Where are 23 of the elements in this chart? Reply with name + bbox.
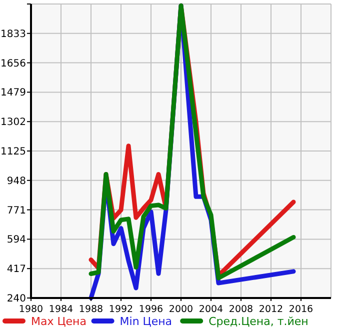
y-tick-label: 771 <box>6 205 26 216</box>
x-tick-label: 1980 <box>18 304 44 315</box>
x-tick-label: 1988 <box>78 304 104 315</box>
y-tick-label: 948 <box>6 176 26 187</box>
x-tick-label: 2004 <box>198 304 224 315</box>
x-tick-label: 2012 <box>258 304 284 315</box>
y-tick-label: 1479 <box>0 88 26 99</box>
legend-label: Min Цена <box>120 315 172 328</box>
x-tick-label: 2008 <box>228 304 254 315</box>
y-tick-label: 240 <box>6 294 26 304</box>
y-tick-label: 1833 <box>0 28 26 40</box>
x-tick-label: 1984 <box>48 304 74 315</box>
y-tick-label: 1125 <box>0 146 26 158</box>
y-tick-label: 594 <box>6 234 26 246</box>
x-tick-label: 2016 <box>288 304 314 315</box>
y-tick-label: 1302 <box>0 117 26 128</box>
legend-label: Max Цена <box>31 315 86 328</box>
x-tick-label: 1992 <box>108 304 134 315</box>
legend-label: Сред.Цена, т.йен <box>208 315 308 328</box>
y-tick-label: 1656 <box>0 58 26 70</box>
y-tick-label: 417 <box>6 264 26 276</box>
x-tick-label: 2000 <box>168 304 194 315</box>
x-tick-label: 1996 <box>138 304 164 315</box>
